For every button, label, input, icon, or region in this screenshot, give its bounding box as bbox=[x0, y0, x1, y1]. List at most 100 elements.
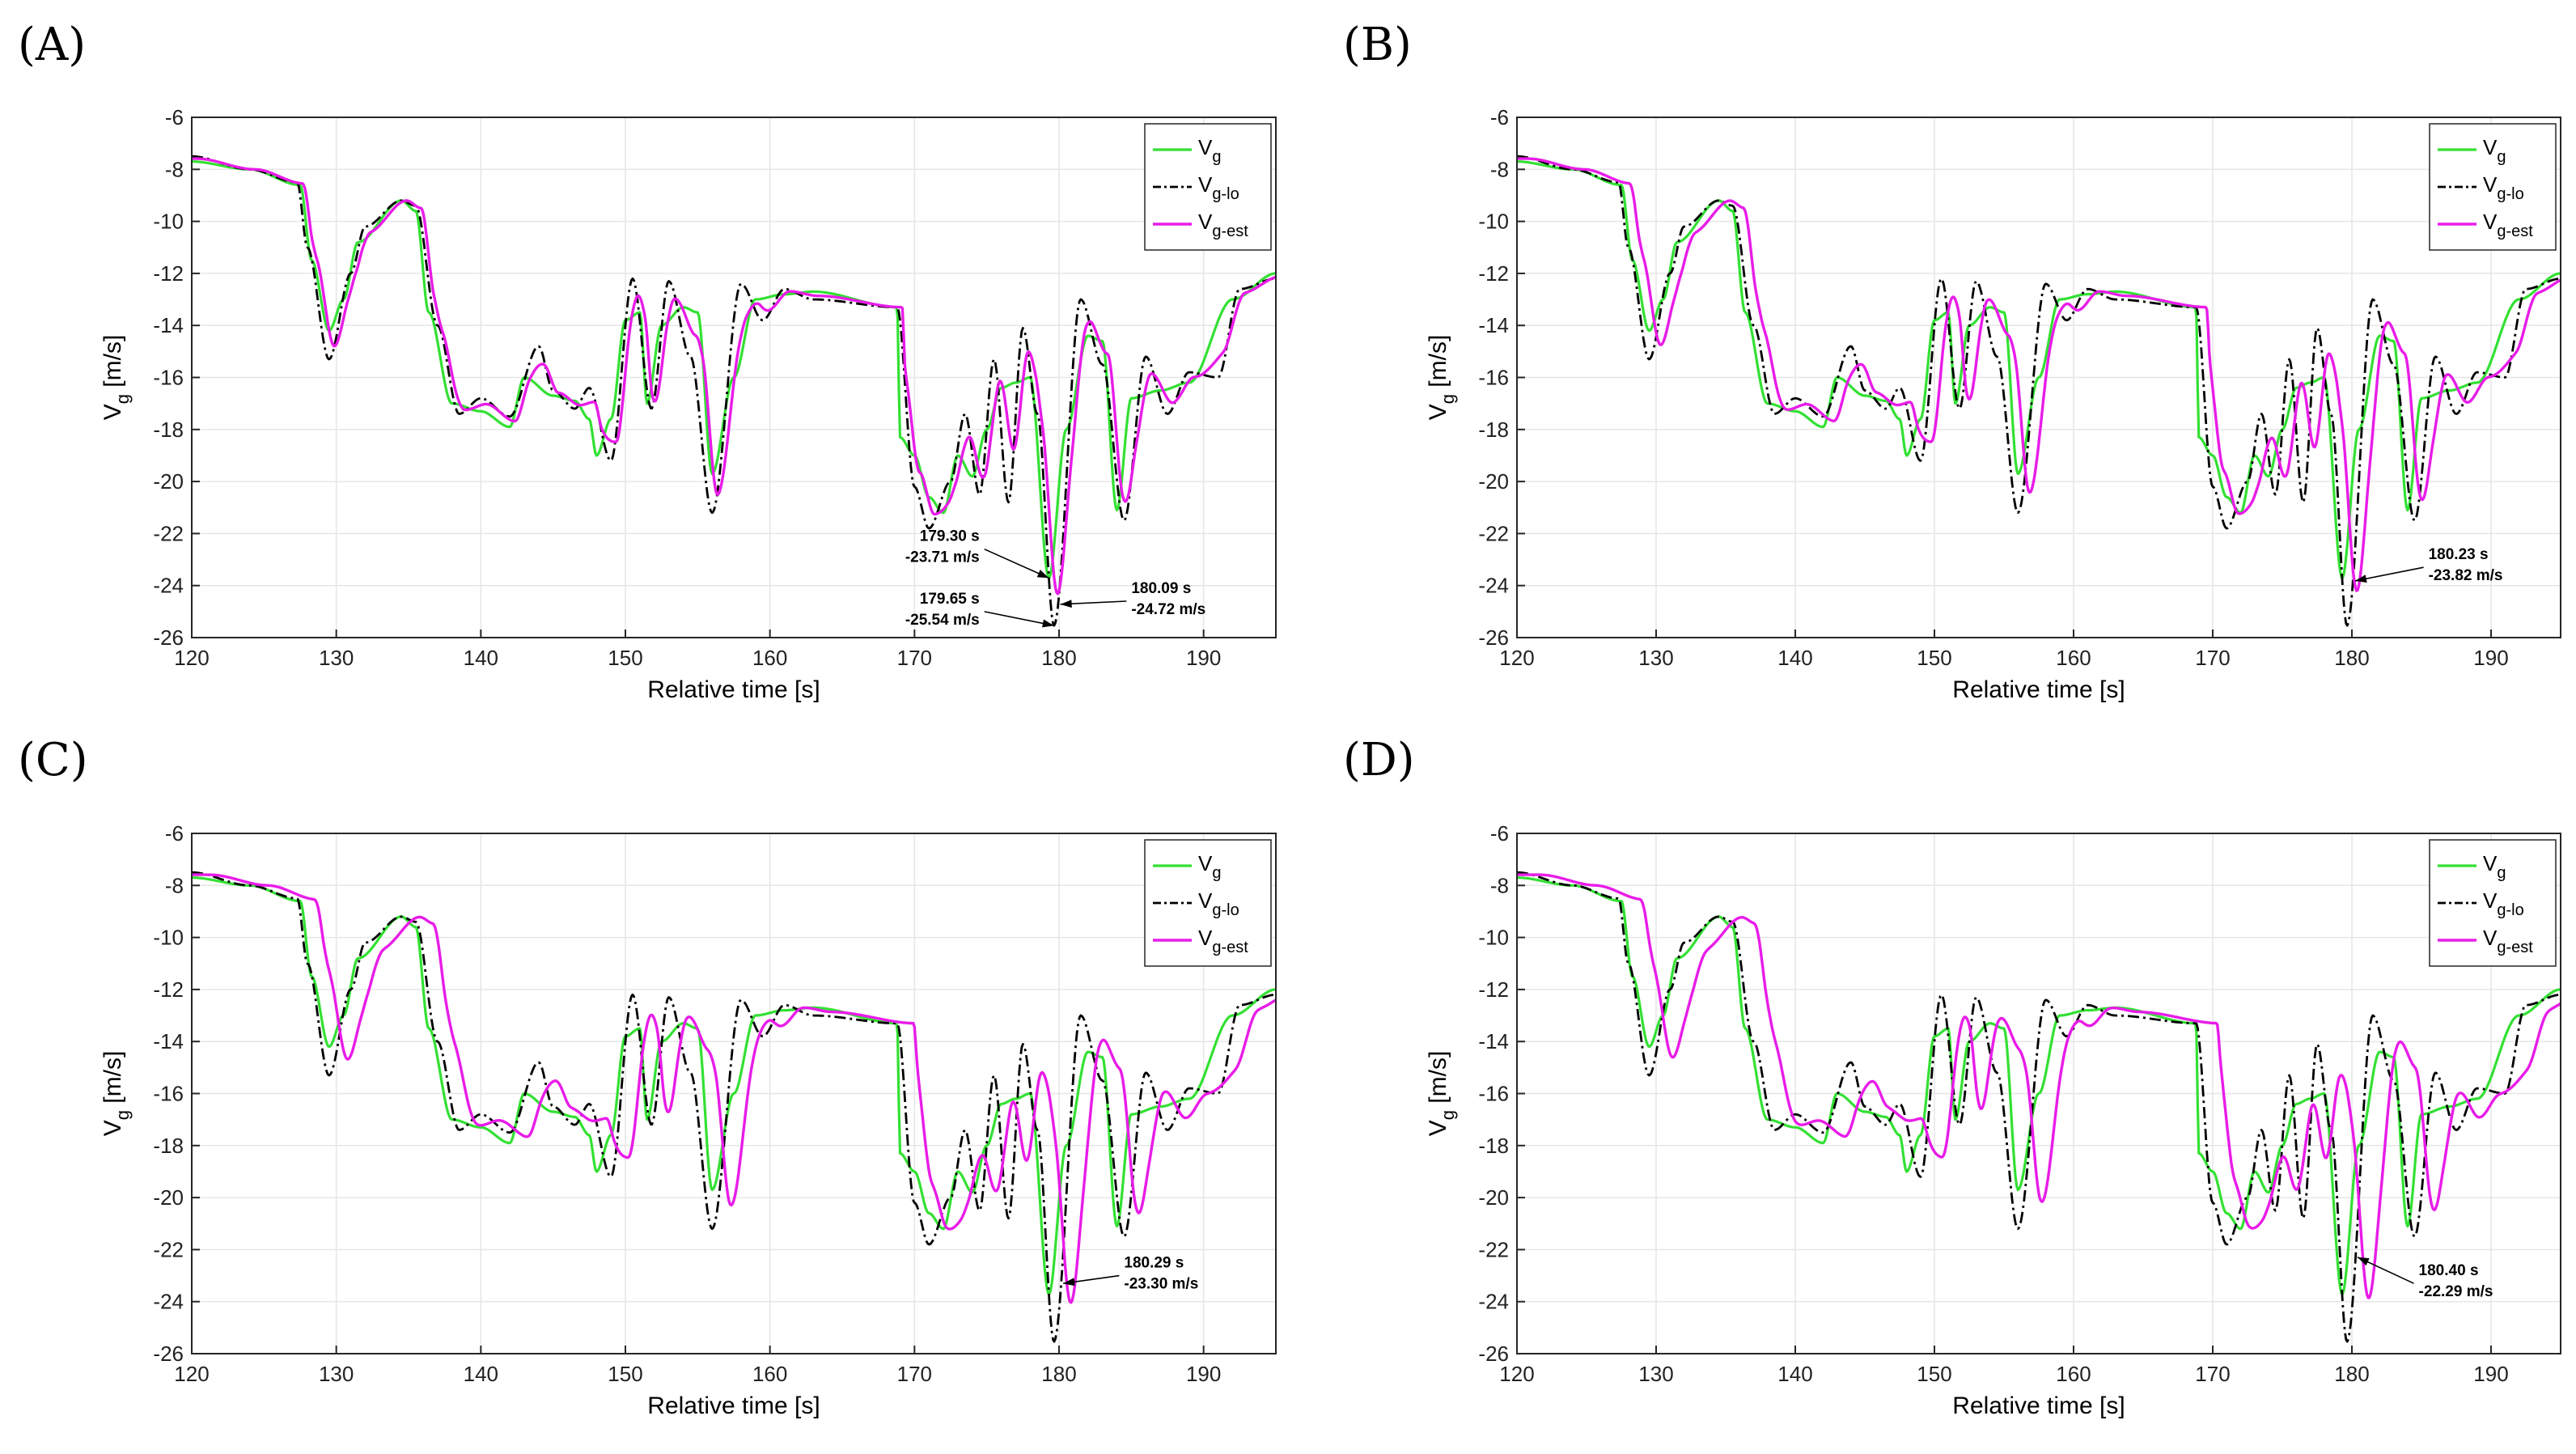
x-tick-label: 150 bbox=[608, 646, 642, 670]
y-tick-label: -20 bbox=[153, 1185, 184, 1210]
x-tick-label: 180 bbox=[1041, 1362, 1076, 1386]
x-tick-label: 160 bbox=[2056, 646, 2091, 670]
legend-label-symbol: V bbox=[1198, 851, 1213, 875]
annotation-time-label: 180.29 s bbox=[1124, 1255, 1184, 1272]
y-tick-label: -20 bbox=[1478, 469, 1509, 494]
annotation-time-label: 179.30 s bbox=[920, 528, 980, 545]
panel-label-d: (D) bbox=[1343, 734, 1415, 786]
legend-label-subscript: g-lo bbox=[1212, 185, 1239, 203]
y-tick-label: -8 bbox=[1490, 873, 1509, 897]
y-tick-label: -26 bbox=[153, 1342, 184, 1366]
x-tick-label: 190 bbox=[2473, 646, 2508, 670]
legend-label-subscript: g bbox=[2497, 148, 2506, 166]
legend-label-subscript: g-est bbox=[2497, 939, 2533, 956]
y-tick-label: -14 bbox=[1478, 1029, 1509, 1053]
y-tick-label: -22 bbox=[1478, 521, 1509, 545]
y-tick-label: -8 bbox=[165, 157, 184, 181]
y-tick-label: -16 bbox=[153, 1082, 184, 1106]
annotation-arrow-line bbox=[984, 611, 1054, 626]
panel-label-c: (C) bbox=[18, 734, 88, 786]
y-tick-label: -8 bbox=[1490, 157, 1509, 181]
y-tick-label: -18 bbox=[1478, 1134, 1509, 1158]
series-line-vglo bbox=[192, 871, 1276, 1343]
series-line-vglo bbox=[1517, 155, 2561, 627]
legend-label-subscript: g-lo bbox=[2497, 901, 2523, 919]
legend-label-symbol: V bbox=[2483, 888, 2498, 913]
legend-label-subscript: g-est bbox=[1212, 223, 1248, 240]
x-tick-label: 150 bbox=[1917, 646, 1951, 670]
y-tick-label: -18 bbox=[153, 1134, 184, 1158]
y-tick-label: -14 bbox=[153, 1029, 184, 1053]
annotation-arrowhead bbox=[1036, 570, 1049, 579]
legend-label-symbol: V bbox=[1198, 926, 1213, 950]
y-tick-label: -6 bbox=[1490, 821, 1509, 846]
series-line-vgest bbox=[1517, 157, 2561, 592]
x-tick-label: 170 bbox=[2195, 646, 2230, 670]
series-line-vgest bbox=[192, 157, 1276, 596]
annotation-arrow-line bbox=[2354, 566, 2424, 582]
x-tick-label: 180 bbox=[2334, 1362, 2369, 1386]
x-tick-label: 120 bbox=[1499, 1362, 1534, 1386]
annotation-value-label: -24.72 m/s bbox=[1131, 601, 1205, 618]
y-axis-label-unit: [m/s] bbox=[1425, 1051, 1451, 1110]
legend-label-symbol: V bbox=[2483, 851, 2498, 875]
y-axis-label-symbol: V bbox=[100, 404, 126, 420]
x-tick-label: 160 bbox=[2056, 1362, 2091, 1386]
x-tick-label: 190 bbox=[2473, 1362, 2508, 1386]
y-tick-label: -22 bbox=[1478, 1237, 1509, 1261]
y-tick-label: -18 bbox=[153, 418, 184, 442]
y-tick-label: -24 bbox=[153, 574, 184, 598]
x-tick-label: 180 bbox=[2334, 646, 2369, 670]
x-tick-label: 140 bbox=[464, 646, 498, 670]
y-tick-label: -26 bbox=[1478, 1342, 1509, 1366]
y-tick-label: -12 bbox=[1478, 261, 1509, 286]
legend-label-subscript: g bbox=[1212, 864, 1221, 882]
annotation-arrowhead bbox=[2354, 574, 2367, 583]
annotation-value-label: -23.30 m/s bbox=[1124, 1276, 1198, 1293]
x-tick-label: 140 bbox=[464, 1362, 498, 1386]
y-axis-label: Vg [m/s] bbox=[100, 1051, 133, 1137]
y-axis-label-symbol: V bbox=[1425, 1120, 1451, 1136]
chart-panel-d: 120 130 140 150 160 170 180 190 -6 -8 -10 -12 -14 -16… bbox=[1425, 821, 2561, 1419]
x-tick-label: 120 bbox=[174, 1362, 209, 1386]
legend-label-vg: Vg bbox=[2483, 851, 2506, 882]
x-tick-label: 190 bbox=[1186, 1362, 1221, 1386]
legend-label-vg: Vg bbox=[1198, 135, 1221, 166]
y-axis-label-subscript: g bbox=[112, 394, 133, 404]
legend-label-subscript: g-est bbox=[2497, 223, 2533, 240]
legend-label-vglo: Vg-lo bbox=[1198, 172, 1239, 203]
chart-panel-c: 120 130 140 150 160 170 180 190 -6 -8 -10 -12 -14 -16… bbox=[100, 821, 1277, 1419]
x-tick-label: 130 bbox=[1638, 646, 1673, 670]
y-axis-label: Vg [m/s] bbox=[1425, 335, 1458, 421]
legend-label-symbol: V bbox=[1198, 888, 1213, 913]
x-tick-label: 170 bbox=[897, 646, 932, 670]
annotation-time-label: 180.09 s bbox=[1131, 580, 1191, 597]
x-axis-label: Relative time [s] bbox=[1952, 1393, 2125, 1419]
x-tick-label: 130 bbox=[1638, 1362, 1673, 1386]
y-tick-label: -12 bbox=[1478, 977, 1509, 1002]
y-axis-label: Vg [m/s] bbox=[1425, 1051, 1458, 1137]
y-tick-label: -22 bbox=[153, 521, 184, 545]
y-axis-label-symbol: V bbox=[1425, 404, 1451, 420]
y-tick-label: -26 bbox=[1478, 625, 1509, 650]
y-tick-label: -6 bbox=[1490, 105, 1509, 129]
annotation-time-label: 180.23 s bbox=[2429, 546, 2489, 563]
legend-label-vglo: Vg-lo bbox=[1198, 888, 1239, 919]
annotation-value-label: -25.54 m/s bbox=[905, 612, 980, 629]
legend-label-vglo: Vg-lo bbox=[2483, 172, 2524, 203]
legend-label-vgest: Vg-est bbox=[1198, 926, 1248, 956]
y-tick-label: -20 bbox=[153, 469, 184, 494]
legend-label-symbol: V bbox=[2483, 926, 2498, 950]
series-line-vg bbox=[192, 876, 1276, 1295]
y-tick-label: -16 bbox=[1478, 1082, 1509, 1106]
series-line-vgest bbox=[192, 873, 1276, 1304]
legend-label-symbol: V bbox=[1198, 210, 1213, 234]
x-tick-label: 160 bbox=[752, 1362, 787, 1386]
legend-label-subscript: g-lo bbox=[2497, 185, 2523, 203]
legend-label-vgest: Vg-est bbox=[2483, 926, 2533, 956]
y-tick-label: -20 bbox=[1478, 1185, 1509, 1210]
panel-label-b: (B) bbox=[1343, 19, 1412, 71]
y-tick-label: -24 bbox=[1478, 1290, 1509, 1314]
x-tick-label: 190 bbox=[1186, 646, 1221, 670]
